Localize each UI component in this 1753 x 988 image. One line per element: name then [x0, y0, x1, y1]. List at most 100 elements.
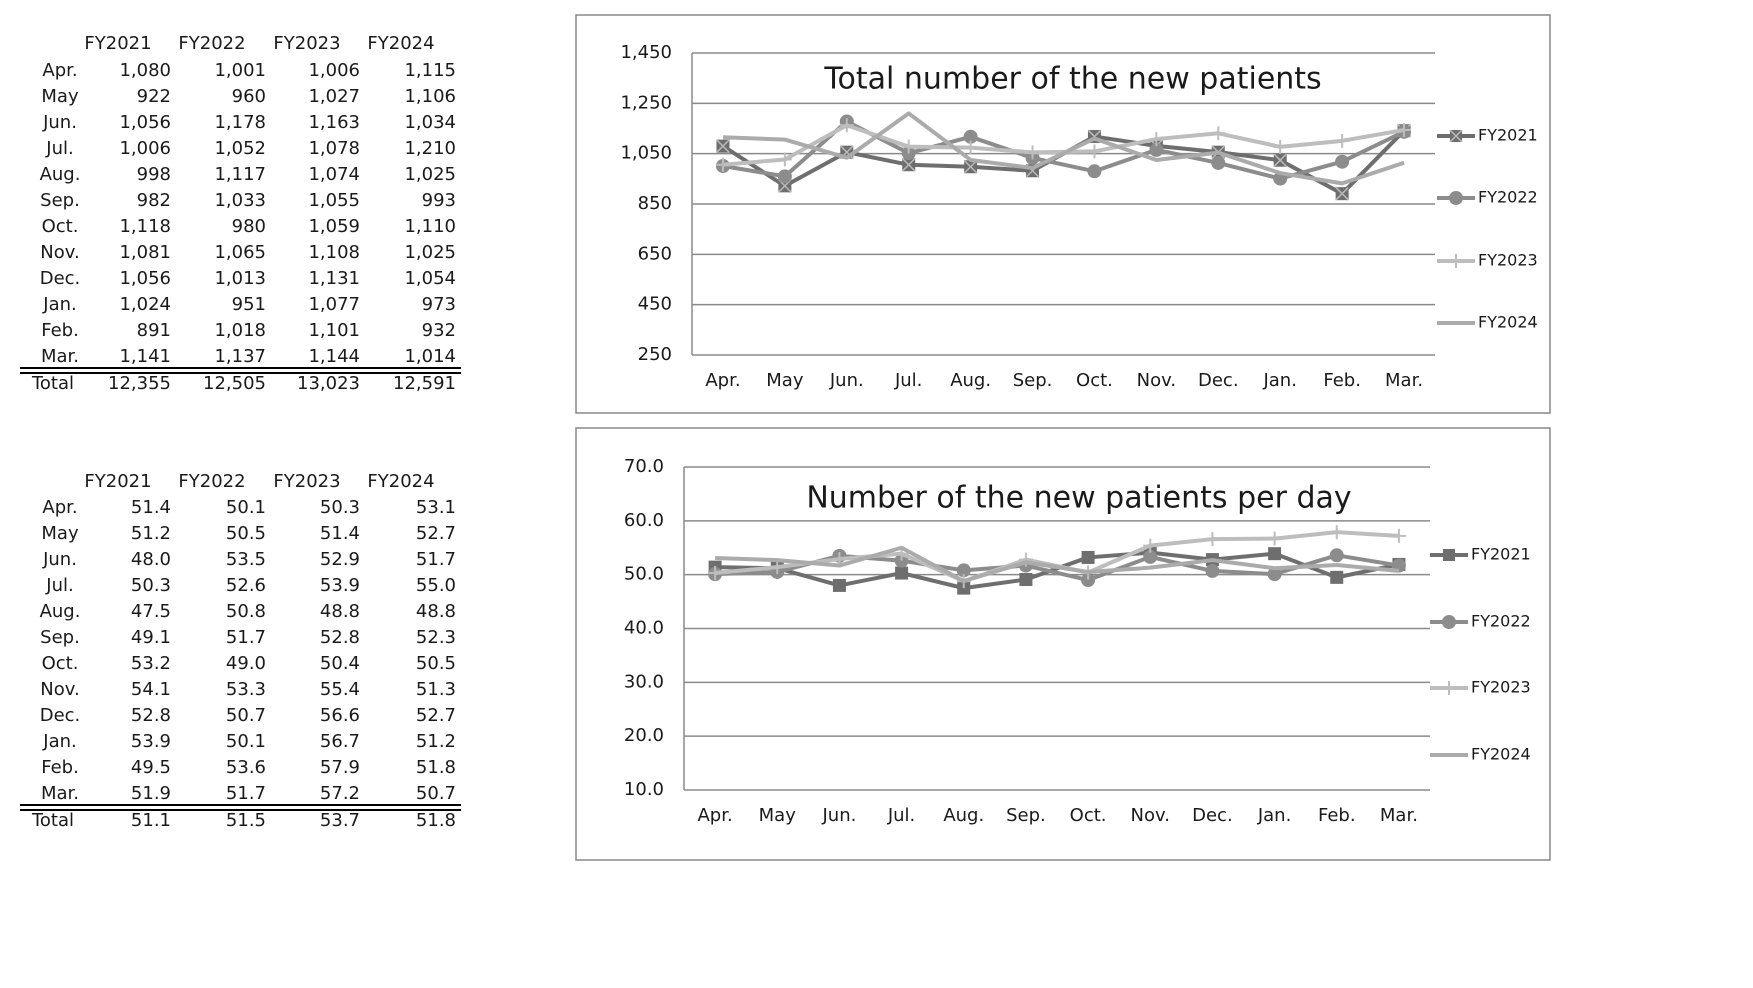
marker-cross — [902, 158, 916, 172]
marker — [770, 560, 785, 575]
cell: 1,054 — [404, 268, 456, 289]
chart-frame — [575, 427, 1551, 861]
x-tick-label: May — [759, 805, 797, 826]
total-cell: 12,505 — [203, 373, 266, 394]
cell: 52.3 — [416, 627, 456, 648]
marker — [1335, 133, 1350, 148]
row-label: May — [41, 86, 79, 107]
cell: 56.6 — [320, 705, 360, 726]
legend-label: FY2021 — [1471, 545, 1531, 564]
cell: 1,056 — [119, 112, 171, 133]
cell: 1,006 — [119, 138, 171, 159]
marker — [1087, 164, 1102, 179]
total-cell: 51.5 — [226, 810, 266, 831]
marker-cross — [1273, 153, 1287, 167]
cell: 55.0 — [416, 575, 456, 596]
total-cell: 12,591 — [393, 373, 456, 394]
cell: 1,065 — [214, 242, 266, 263]
cell: 57.2 — [320, 783, 360, 804]
cell: 980 — [232, 216, 266, 237]
legend-marker-cross — [1449, 129, 1463, 143]
row-label: Dec. — [40, 268, 81, 289]
cell: 1,163 — [308, 112, 360, 133]
cell: 55.4 — [320, 679, 360, 700]
chart-frame — [575, 14, 1551, 414]
marker — [1087, 144, 1102, 159]
y-tick-label: 50.0 — [624, 564, 664, 585]
marker-cross — [964, 160, 978, 174]
row-label: Dec. — [40, 705, 81, 726]
marker — [963, 129, 978, 144]
series-line — [722, 111, 1405, 186]
x-tick-label: Jan. — [1262, 370, 1296, 391]
series-line — [715, 550, 1400, 591]
x-tick-label: Sep. — [1013, 370, 1053, 391]
row-label: Aug. — [40, 164, 81, 185]
row-label: Sep. — [40, 190, 80, 211]
cell: 1,013 — [214, 268, 266, 289]
marker — [1267, 567, 1282, 582]
legend-marker — [1449, 191, 1463, 205]
column-header: FY2024 — [367, 33, 434, 54]
marker — [1211, 155, 1226, 170]
column-header: FY2021 — [84, 471, 151, 492]
cell: 50.1 — [226, 731, 266, 752]
y-tick-label: 10.0 — [624, 779, 664, 800]
x-tick-label: Jan. — [1257, 805, 1291, 826]
marker — [1273, 139, 1288, 154]
cell: 1,074 — [308, 164, 360, 185]
y-tick-label: 450 — [638, 294, 672, 315]
cell: 1,118 — [119, 216, 171, 237]
marker-cross — [716, 139, 730, 153]
total-cell: 13,023 — [297, 373, 360, 394]
marker — [1330, 570, 1344, 584]
marker-cross — [1335, 187, 1349, 201]
cell: 52.9 — [320, 549, 360, 570]
cell: 960 — [232, 86, 266, 107]
total-cell: 12,355 — [108, 373, 171, 394]
cell: 1,018 — [214, 320, 266, 341]
cell: 53.9 — [131, 731, 171, 752]
marker — [895, 566, 909, 580]
row-label: Jun. — [42, 549, 77, 570]
cell: 1,055 — [308, 190, 360, 211]
legend-label: FY2022 — [1478, 188, 1538, 207]
x-tick-label: Mar. — [1385, 370, 1423, 391]
cell: 1,210 — [404, 138, 456, 159]
x-tick-label: Apr. — [705, 370, 740, 391]
cell: 1,106 — [404, 86, 456, 107]
cell: 50.8 — [226, 601, 266, 622]
marker — [1025, 145, 1040, 160]
series-line — [715, 545, 1400, 584]
marker — [1205, 563, 1220, 578]
cell: 50.5 — [226, 523, 266, 544]
cell: 51.2 — [416, 731, 456, 752]
cell: 1,080 — [119, 60, 171, 81]
cell: 1,027 — [308, 86, 360, 107]
cell: 1,144 — [308, 346, 360, 367]
cell: 54.1 — [131, 679, 171, 700]
column-header: FY2022 — [178, 33, 245, 54]
marker — [901, 139, 916, 154]
cell: 1,014 — [404, 346, 456, 367]
cell: 1,081 — [119, 242, 171, 263]
cell: 951 — [232, 294, 266, 315]
column-header: FY2021 — [84, 33, 151, 54]
chart-title: Total number of the new patients — [823, 62, 1321, 97]
row-label: Apr. — [42, 497, 77, 518]
x-tick-label: Dec. — [1198, 370, 1239, 391]
marker — [777, 152, 792, 167]
cell: 48.8 — [416, 601, 456, 622]
total-cell: 51.8 — [416, 810, 456, 831]
row-label: Jul. — [45, 138, 73, 159]
cell: 52.6 — [226, 575, 266, 596]
cell: 53.9 — [320, 575, 360, 596]
y-tick-label: 30.0 — [624, 671, 664, 692]
row-label: Feb. — [41, 757, 79, 778]
cell: 51.4 — [320, 523, 360, 544]
y-tick-label: 1,050 — [620, 143, 672, 164]
row-label: Feb. — [41, 320, 79, 341]
row-label: Jul. — [45, 575, 73, 596]
marker — [832, 578, 846, 592]
y-tick-label: 1,250 — [620, 92, 672, 113]
